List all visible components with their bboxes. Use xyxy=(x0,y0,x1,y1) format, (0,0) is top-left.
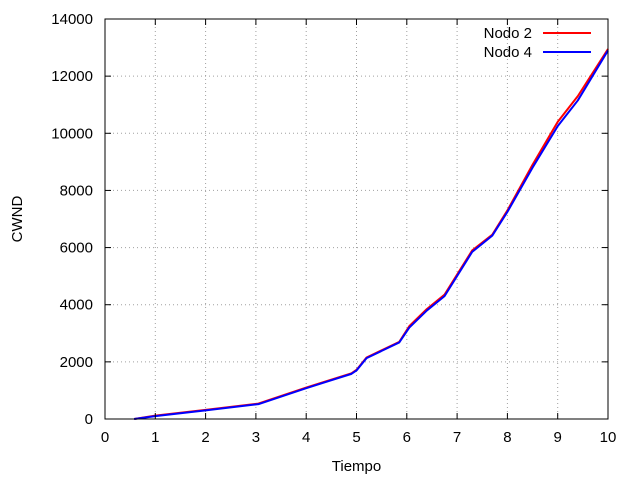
legend: Nodo 2 Nodo 4 xyxy=(484,25,591,61)
grid-lines xyxy=(105,19,608,419)
x-tick-label: 8 xyxy=(503,429,511,446)
x-tick-label: 2 xyxy=(201,429,209,446)
y-tick-label: 8000 xyxy=(60,182,93,199)
x-tick-label: 9 xyxy=(554,429,562,446)
x-tick-label: 0 xyxy=(101,429,109,446)
series-layer xyxy=(134,48,609,420)
series-line-2 xyxy=(134,49,609,420)
x-axis-label: Tiempo xyxy=(332,458,381,475)
x-tick-label: 3 xyxy=(252,429,260,446)
x-tick-label: 10 xyxy=(600,429,617,446)
x-tick-label: 6 xyxy=(403,429,411,446)
y-tick-label: 6000 xyxy=(60,240,93,257)
axis-ticks xyxy=(104,18,609,420)
tick-labels: 0 1 2 3 4 5 6 7 8 9 10 0 2000 4000 6000 8000 10000 12000 1… xyxy=(51,11,616,446)
x-tick-label: 7 xyxy=(453,429,461,446)
y-tick-label: 10000 xyxy=(51,125,93,142)
x-tick-label: 4 xyxy=(302,429,310,446)
y-tick-label: 14000 xyxy=(51,11,93,28)
y-tick-label: 0 xyxy=(85,411,93,428)
y-tick-label: 12000 xyxy=(51,68,93,85)
legend-label: Nodo 2 xyxy=(484,25,532,42)
x-tick-label: 5 xyxy=(352,429,360,446)
y-axis-label: CWND xyxy=(9,196,26,243)
y-tick-label: 4000 xyxy=(60,297,93,314)
y-tick-label: 2000 xyxy=(60,354,93,371)
legend-label: Nodo 4 xyxy=(484,44,532,61)
x-tick-label: 1 xyxy=(151,429,159,446)
